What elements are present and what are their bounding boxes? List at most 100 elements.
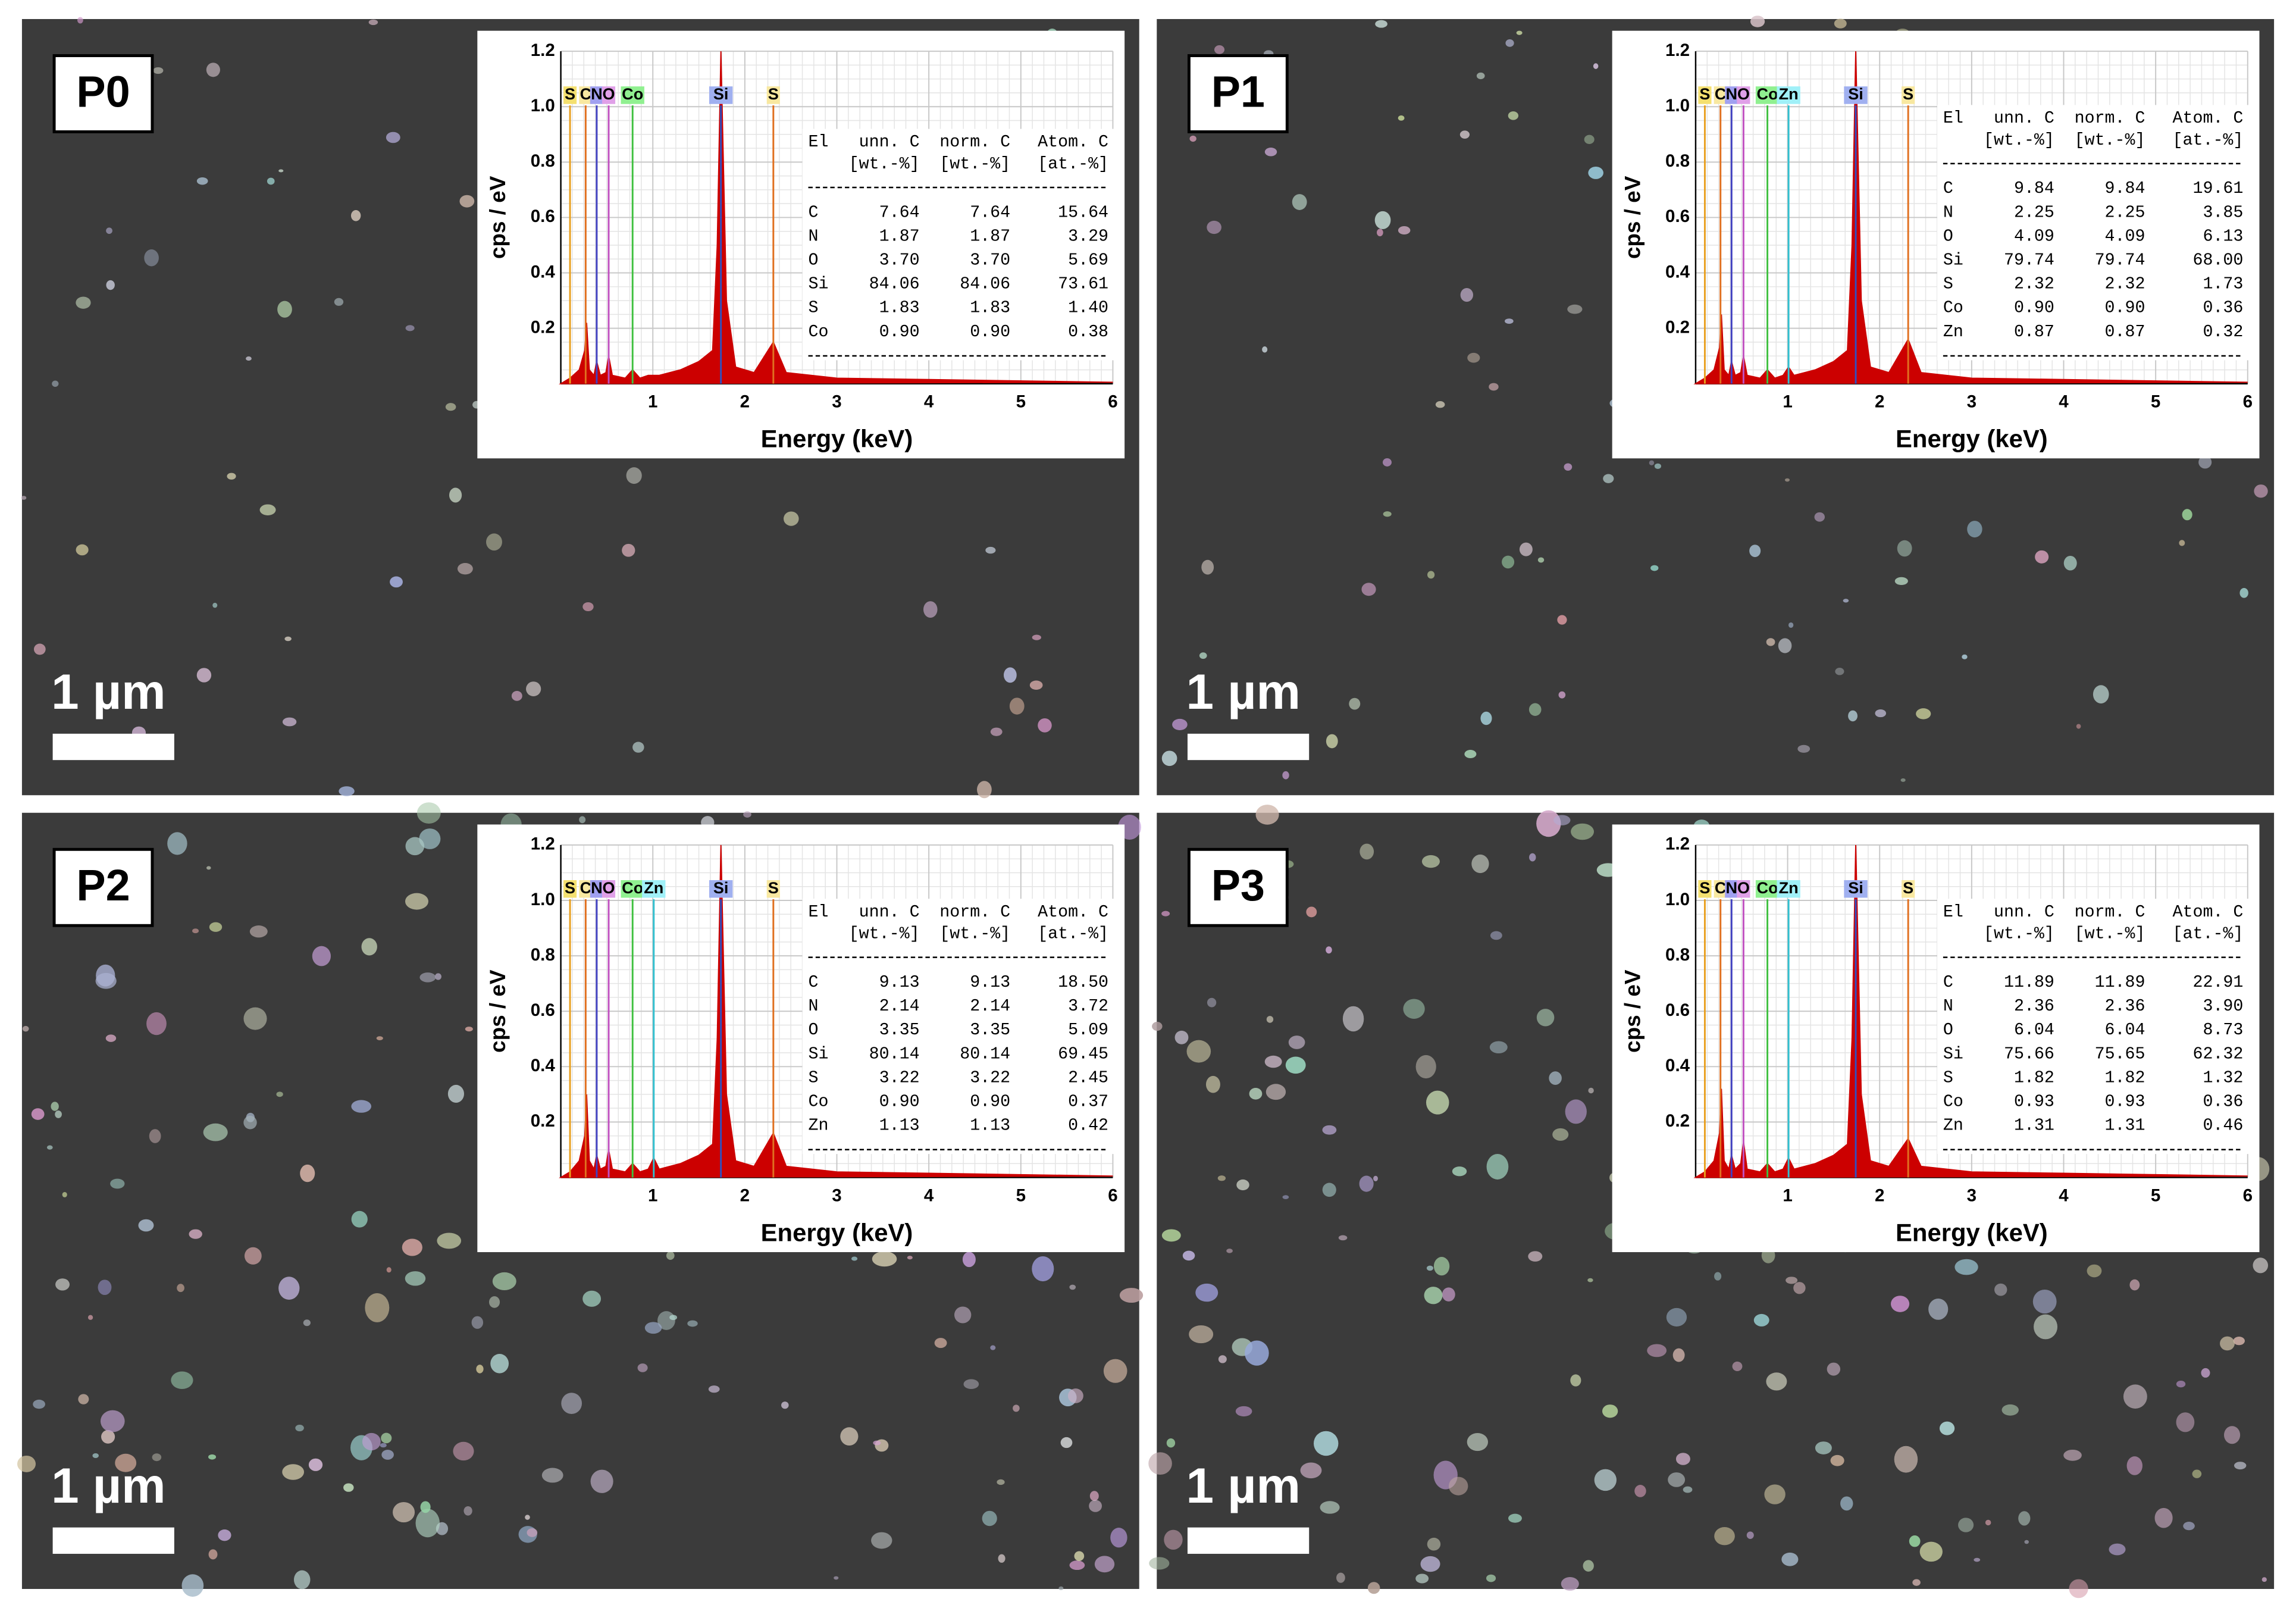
particle xyxy=(1172,718,1188,731)
element-label-bg xyxy=(1714,880,1727,898)
panel-label-box xyxy=(52,847,154,927)
particle xyxy=(300,1164,315,1182)
particle xyxy=(2176,1412,2195,1432)
particle xyxy=(31,1108,45,1120)
particle xyxy=(457,562,473,575)
particle xyxy=(1584,134,1595,144)
particle xyxy=(110,1178,125,1189)
scale-bar-label: 1 µm xyxy=(51,664,165,719)
particle xyxy=(1459,130,1470,139)
particle xyxy=(954,1306,972,1324)
particle xyxy=(1891,1296,1910,1312)
particle xyxy=(1373,1175,1378,1182)
table-cell: 6.13 xyxy=(2203,227,2243,246)
element-label-bg xyxy=(1844,880,1868,898)
particle xyxy=(2176,1380,2186,1388)
table-cell: 19.61 xyxy=(2192,179,2243,198)
table-header: unn. C xyxy=(859,903,920,922)
particle xyxy=(1282,1195,1289,1200)
table-unit: [wt.-%] xyxy=(849,155,920,174)
particle xyxy=(1815,1441,1832,1454)
table-cell: Zn xyxy=(1943,323,1963,342)
particle xyxy=(1427,1537,1441,1551)
table-cell: N xyxy=(1943,997,1953,1016)
particle xyxy=(1164,1529,1183,1550)
particle xyxy=(1875,709,1887,718)
particle xyxy=(1374,211,1391,230)
table-cell: 3.35 xyxy=(970,1021,1010,1040)
element-label: Zn xyxy=(1779,878,1799,897)
particle xyxy=(743,811,751,818)
particle xyxy=(1668,1472,1686,1487)
table-bg xyxy=(1937,105,2251,361)
y-tick-label: 0.4 xyxy=(1665,1056,1690,1075)
table-cell: O xyxy=(809,251,819,270)
spectrum xyxy=(1693,844,2248,1178)
table-cell: 1.31 xyxy=(2014,1116,2054,1135)
particle xyxy=(405,893,428,910)
particle xyxy=(243,1115,257,1130)
particle xyxy=(106,280,115,290)
particle xyxy=(1649,460,1655,465)
particle xyxy=(459,195,475,208)
particle xyxy=(435,973,441,980)
particle xyxy=(1069,1560,1085,1571)
particle xyxy=(1161,911,1170,916)
table-cell: 3.22 xyxy=(970,1068,1010,1087)
particle xyxy=(1778,638,1792,653)
particle xyxy=(489,1296,500,1308)
element-label-bg xyxy=(1777,880,1800,898)
scale-bar xyxy=(52,1527,174,1554)
particle xyxy=(106,227,112,234)
table-cell: 2.36 xyxy=(2014,997,2054,1016)
table-cell: 3.70 xyxy=(970,251,1010,270)
particle xyxy=(1766,638,1775,646)
x-tick-label: 4 xyxy=(924,392,934,412)
particle xyxy=(227,473,236,480)
particle xyxy=(2261,1577,2267,1582)
element-label-bg xyxy=(709,86,733,104)
element-label: S xyxy=(565,878,575,897)
x-tick-label: 6 xyxy=(1108,1185,1117,1205)
particle xyxy=(1900,778,1906,782)
table-cell: 80.14 xyxy=(960,1044,1010,1063)
particle xyxy=(511,690,522,701)
particle xyxy=(293,1570,311,1590)
particle xyxy=(1588,166,1603,179)
particle xyxy=(1766,1372,1787,1391)
element-label-bg xyxy=(1755,86,1780,104)
particle xyxy=(579,816,586,824)
table-unit: [at.-%] xyxy=(2173,925,2244,944)
particle xyxy=(1505,39,1514,47)
table-unit: [wt.-%] xyxy=(849,925,920,944)
particle xyxy=(351,1100,372,1113)
table-unit: [wt.-%] xyxy=(1984,925,2054,944)
particle xyxy=(1313,1431,1339,1456)
particle xyxy=(1207,997,1217,1008)
particle xyxy=(1909,1535,1921,1547)
particle xyxy=(208,1454,217,1460)
table-cell: 68.00 xyxy=(2192,251,2243,270)
element-label: C xyxy=(1715,878,1727,897)
particle xyxy=(1306,906,1317,918)
particle xyxy=(1603,474,1614,483)
particle xyxy=(1781,1552,1799,1566)
particle xyxy=(1564,463,1573,471)
particle xyxy=(1262,346,1268,353)
particle xyxy=(249,925,268,938)
particle xyxy=(923,601,938,618)
table-cell: 2.45 xyxy=(1068,1068,1108,1087)
particle xyxy=(1537,557,1545,563)
particle xyxy=(561,1393,582,1414)
scale-bar xyxy=(1187,1527,1310,1554)
table-cell: 0.36 xyxy=(2203,299,2243,318)
x-tick-label: 2 xyxy=(740,392,750,412)
particle xyxy=(1326,946,1332,954)
element-label: Zn xyxy=(1779,85,1799,103)
particle xyxy=(1672,1348,1685,1362)
particle xyxy=(1009,697,1025,715)
particle xyxy=(278,169,284,173)
x-axis-title: Energy (keV) xyxy=(761,425,913,453)
particle xyxy=(1367,1582,1380,1594)
element-label: S xyxy=(1699,85,1710,103)
